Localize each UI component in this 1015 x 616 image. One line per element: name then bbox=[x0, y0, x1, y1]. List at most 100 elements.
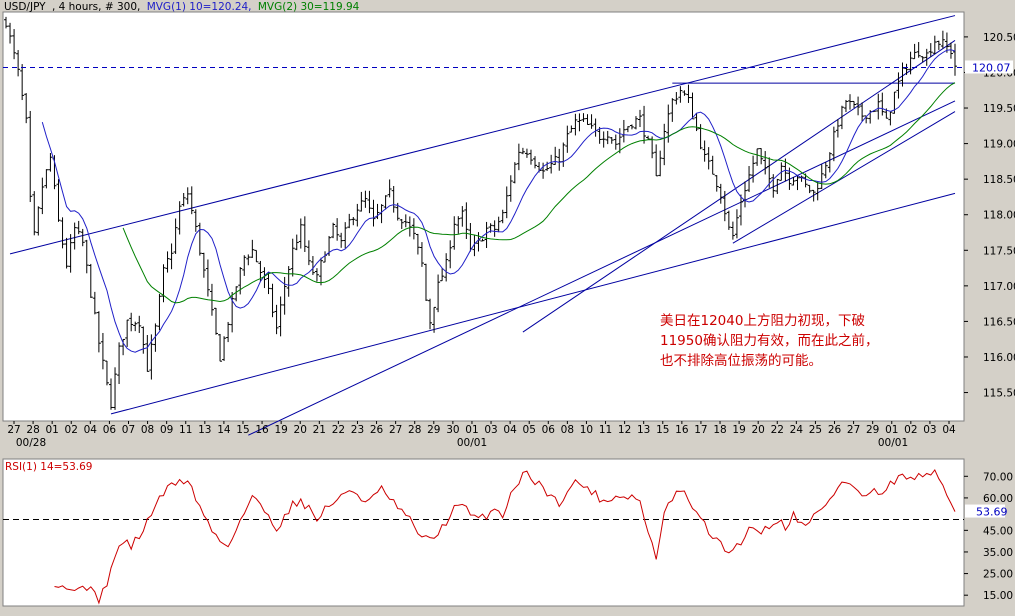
ohlc-bar bbox=[129, 312, 134, 332]
price-y-tick-label: 117.50 bbox=[983, 245, 1015, 257]
ohlc-bar bbox=[767, 157, 772, 188]
x-tick-label: 18 bbox=[713, 424, 726, 436]
ohlc-bar bbox=[924, 48, 929, 66]
x-tick-label: 04 bbox=[942, 424, 956, 436]
ohlc-bar bbox=[181, 192, 186, 207]
trendline bbox=[732, 111, 956, 244]
ohlc-bar bbox=[512, 162, 517, 184]
x-tick-label: 13 bbox=[637, 424, 650, 436]
header-symbol: USD/JPY bbox=[4, 1, 46, 13]
header-info: , 4 hours, # 300, bbox=[52, 1, 140, 13]
ohlc-bar bbox=[573, 113, 578, 136]
ohlc-bar bbox=[848, 94, 853, 110]
ohlc-bar bbox=[383, 195, 388, 210]
ohlc-bar bbox=[306, 240, 311, 266]
ohlc-bar bbox=[161, 264, 166, 303]
ohlc-bar bbox=[185, 187, 190, 205]
ohlc-bar bbox=[371, 199, 376, 227]
rsi-y-tick-label: 60.00 bbox=[983, 493, 1013, 505]
ohlc-bar bbox=[702, 140, 707, 162]
ohlc-bar bbox=[339, 232, 344, 248]
ohlc-bar bbox=[524, 148, 529, 158]
ohlc-bar bbox=[335, 218, 340, 241]
price-y-tick-label: 117.00 bbox=[983, 281, 1015, 293]
ohlc-bar bbox=[771, 174, 776, 198]
ohlc-bar bbox=[807, 184, 812, 194]
ohlc-bar bbox=[815, 181, 820, 201]
ohlc-bar bbox=[629, 124, 634, 130]
ohlc-bar bbox=[80, 228, 85, 247]
x-tick-label: 06 bbox=[103, 424, 117, 436]
rsi-y-tick-label: 70.00 bbox=[983, 471, 1013, 483]
ohlc-bar bbox=[32, 191, 37, 236]
annotation-line-3: 也不排除高位振荡的可能。 bbox=[660, 352, 822, 369]
ohlc-bar bbox=[936, 40, 941, 50]
x-tick-label: 19 bbox=[274, 424, 287, 436]
ohlc-bar bbox=[500, 209, 505, 224]
ohlc-bar bbox=[484, 221, 489, 249]
ohlc-bar bbox=[16, 50, 21, 77]
ohlc-bar bbox=[940, 30, 945, 49]
ohlc-bar bbox=[173, 218, 178, 254]
annotation-line-2: 11950确认阻力有效，而在此之前， bbox=[660, 332, 878, 349]
rsi-y-tick-label: 35.00 bbox=[983, 547, 1013, 559]
ohlc-bar bbox=[843, 99, 848, 113]
ohlc-bar bbox=[12, 29, 17, 60]
ohlc-bar bbox=[456, 216, 461, 234]
ohlc-bar bbox=[44, 169, 49, 189]
annotation-text: 美日在12040上方阻力初现，下破 11950确认阻力有效，而在此之前， 也不排… bbox=[660, 312, 883, 369]
x-tick-label: 07 bbox=[122, 424, 135, 436]
ohlc-bar bbox=[613, 134, 618, 150]
ohlc-bar bbox=[751, 155, 756, 183]
ohlc-bar bbox=[230, 292, 235, 333]
ohlc-bar bbox=[133, 321, 138, 332]
ohlc-bar bbox=[763, 151, 768, 175]
ohlc-bar bbox=[860, 102, 865, 122]
trendline bbox=[522, 40, 956, 333]
x-tick-label: 28 bbox=[408, 424, 421, 436]
price-plot-area[interactable] bbox=[2, 11, 965, 422]
ohlc-bar bbox=[403, 214, 408, 228]
ohlc-bar bbox=[391, 185, 396, 213]
ohlc-bar bbox=[642, 105, 647, 144]
ohlc-bar bbox=[658, 150, 663, 177]
rsi-line bbox=[54, 468, 956, 605]
last-price-tag: 120.07 bbox=[965, 60, 1013, 74]
annotation-line-1: 美日在12040上方阻力初现，下破 bbox=[660, 312, 865, 329]
x-tick-label: 15 bbox=[656, 424, 669, 436]
ohlc-bar bbox=[423, 263, 428, 301]
ohlc-bar bbox=[646, 135, 651, 140]
x-tick-label: 06 bbox=[542, 424, 556, 436]
ohlc-bar bbox=[213, 307, 218, 335]
x-axis: 27 28 01 02 04 06 07 08 09 11 13 14 15 16 19 20 21 22 23 26… bbox=[7, 421, 956, 449]
ohlc-bar bbox=[137, 315, 142, 333]
ohlc-bar bbox=[68, 234, 73, 273]
ohlc-bar bbox=[908, 51, 913, 75]
ohlc-bar bbox=[92, 291, 97, 315]
x-tick-label: 28 bbox=[26, 424, 39, 436]
ohlc-bar bbox=[601, 131, 606, 148]
ohlc-bar bbox=[541, 162, 546, 179]
ohlc-bar bbox=[545, 161, 550, 171]
ohlc-bar bbox=[177, 201, 182, 235]
ohlc-bar bbox=[722, 190, 727, 222]
rsi-plot-area[interactable] bbox=[2, 458, 965, 607]
trendlines bbox=[9, 15, 956, 436]
trendline bbox=[248, 100, 956, 436]
ohlc-bar bbox=[633, 116, 638, 130]
ohlc-bar bbox=[222, 336, 227, 361]
x-tick-label: 26 bbox=[370, 424, 384, 436]
ohlc-bar bbox=[452, 216, 457, 250]
ohlc-bar bbox=[367, 190, 372, 214]
ohlc-bar bbox=[496, 216, 501, 233]
ohlc-bar bbox=[734, 209, 739, 239]
ohlc-bar bbox=[100, 332, 105, 370]
ma1-line bbox=[41, 49, 956, 353]
ohlc-bar bbox=[440, 268, 445, 282]
ohlc-bar bbox=[290, 238, 295, 277]
ohlc-bar bbox=[791, 176, 796, 186]
ohlc-bar bbox=[779, 162, 784, 181]
ohlc-bar bbox=[916, 42, 921, 58]
ohlc-bar bbox=[153, 323, 158, 352]
ohlc-bar bbox=[250, 239, 255, 258]
